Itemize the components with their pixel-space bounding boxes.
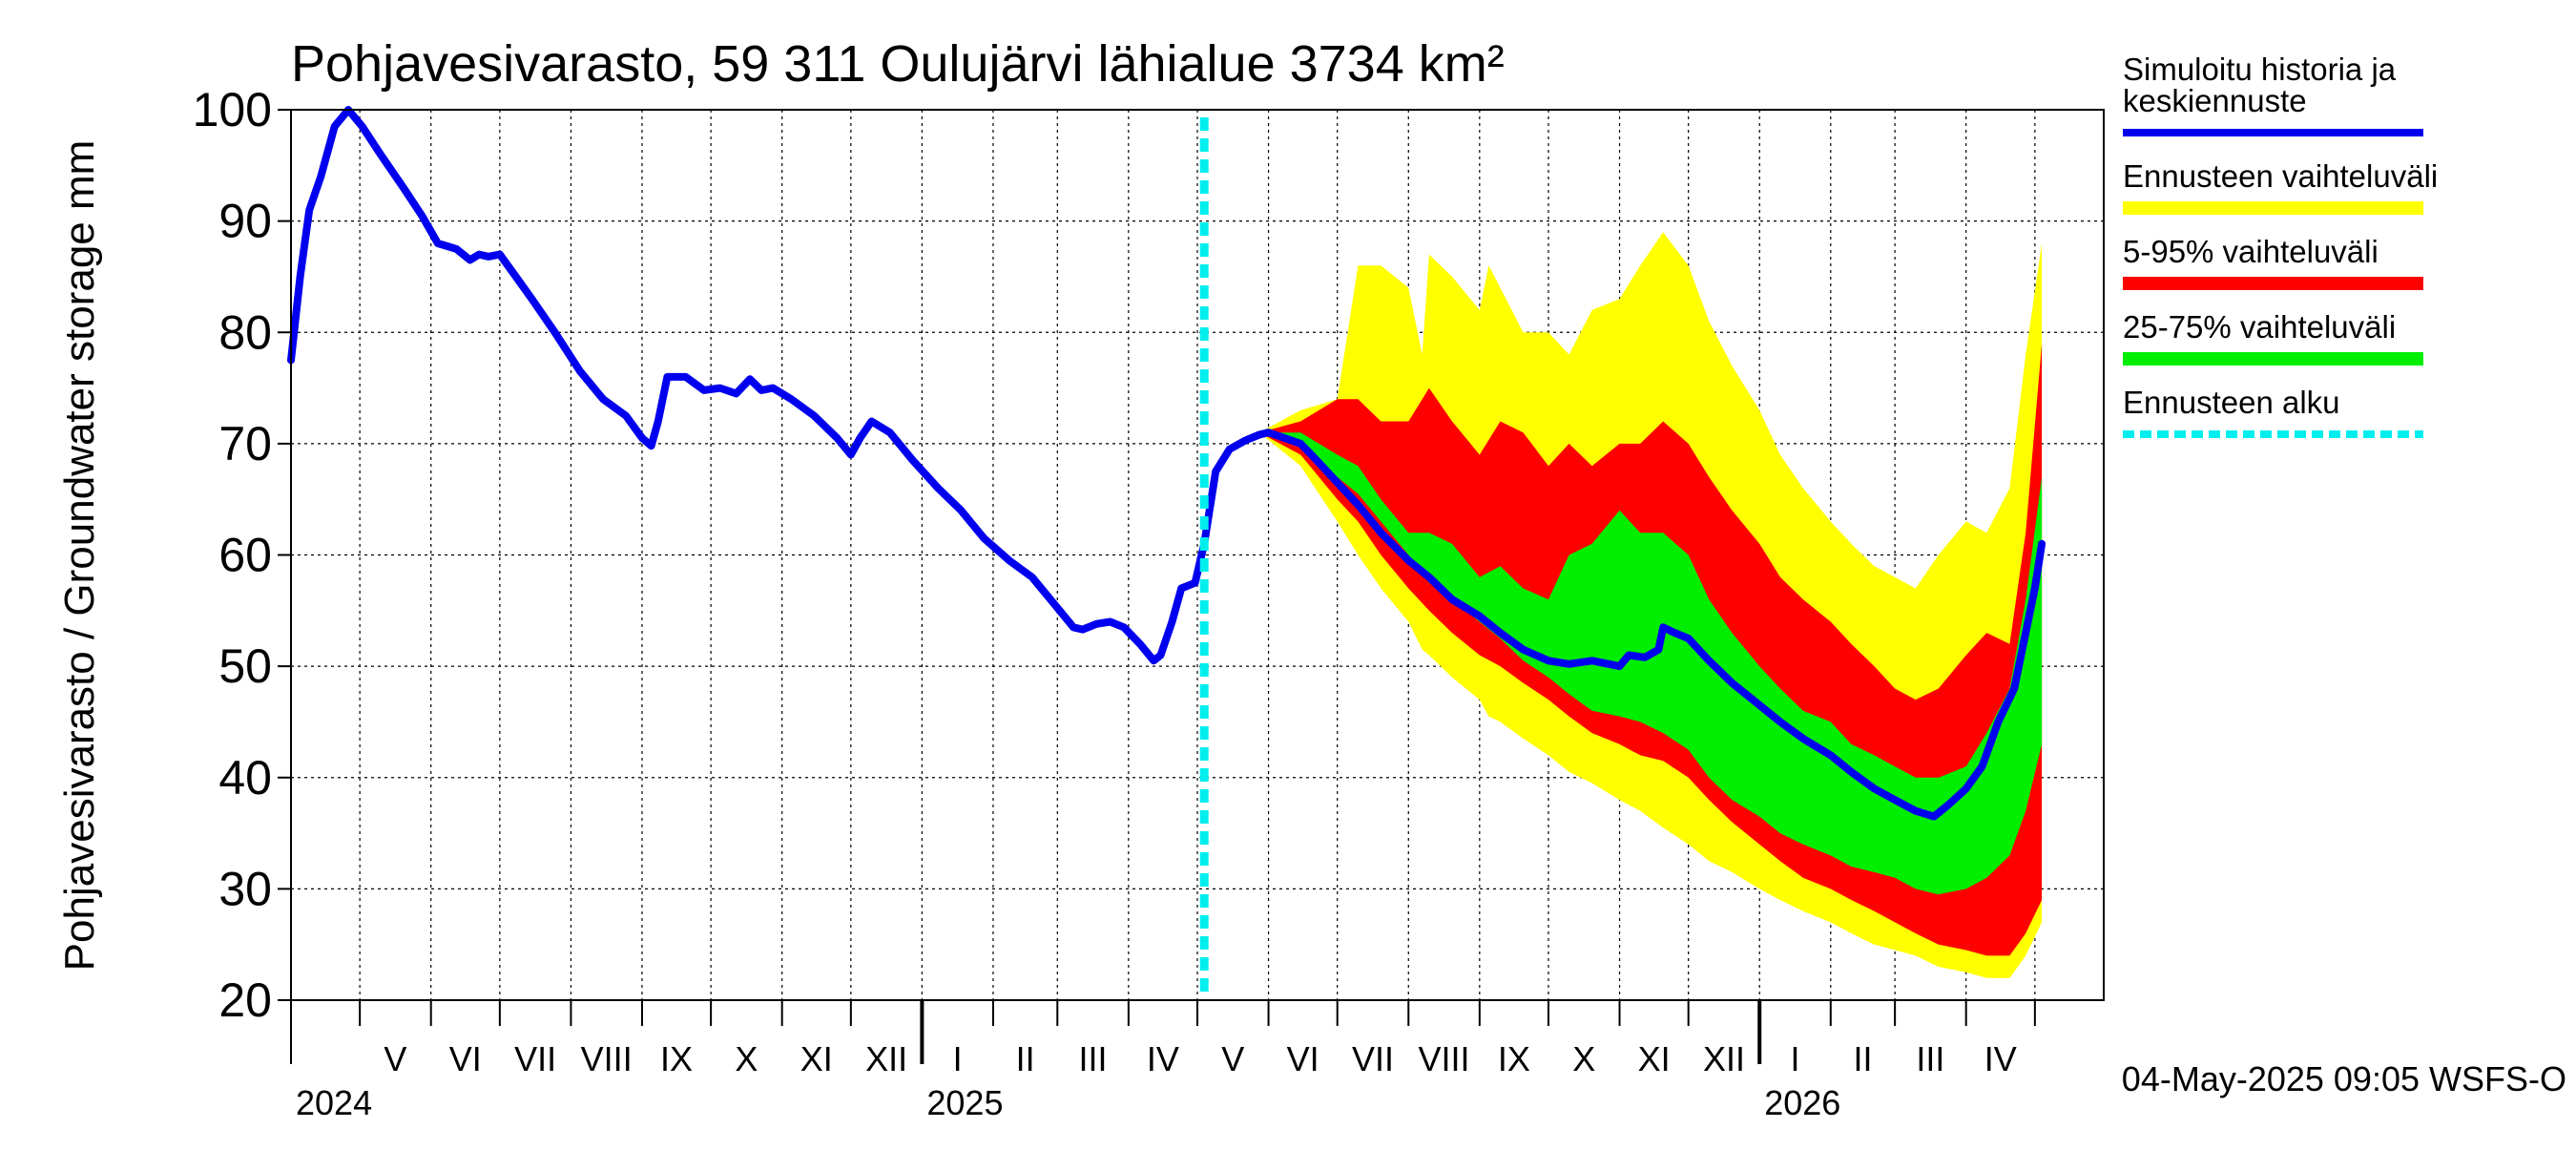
month-label: V bbox=[1221, 1039, 1244, 1078]
forecast-bands bbox=[1258, 232, 2043, 978]
legend-label: 5-95% vaihteluväli bbox=[2123, 234, 2379, 269]
month-label: III bbox=[1916, 1039, 1944, 1078]
y-axis-label: Pohjavesivarasto / Groundwater storage m… bbox=[56, 140, 103, 972]
y-tick-label: 70 bbox=[218, 417, 272, 470]
legend-label: Ennusteen vaihteluväli bbox=[2123, 158, 2438, 194]
month-label: II bbox=[1853, 1039, 1872, 1078]
year-label: 2024 bbox=[296, 1083, 372, 1122]
data-series bbox=[287, 106, 2046, 821]
y-tick-label: 100 bbox=[193, 83, 272, 136]
month-label: I bbox=[953, 1039, 963, 1078]
year-label: 2026 bbox=[1764, 1083, 1840, 1122]
month-label: VI bbox=[1287, 1039, 1319, 1078]
year-label: 2025 bbox=[926, 1083, 1003, 1122]
month-label: I bbox=[1791, 1039, 1800, 1078]
month-label: VIII bbox=[581, 1039, 633, 1078]
legend-label: Ennusteen alku bbox=[2123, 385, 2340, 420]
y-tick-label: 60 bbox=[218, 529, 272, 582]
legend-label: Simuloitu historia ja bbox=[2123, 52, 2397, 87]
month-label: XI bbox=[1638, 1039, 1671, 1078]
month-label: XII bbox=[865, 1039, 907, 1078]
legend-label: keskiennuste bbox=[2123, 83, 2307, 118]
month-label: IX bbox=[660, 1039, 693, 1078]
month-label: X bbox=[1572, 1039, 1595, 1078]
y-tick-label: 80 bbox=[218, 305, 272, 359]
month-label: X bbox=[735, 1039, 758, 1078]
month-label: V bbox=[384, 1039, 406, 1078]
legend-label: 25-75% vaihteluväli bbox=[2123, 309, 2396, 345]
timestamp-footer: 04-May-2025 09:05 WSFS-O bbox=[2122, 1059, 2566, 1098]
month-label: XI bbox=[800, 1039, 833, 1078]
y-tick-label: 40 bbox=[218, 751, 272, 805]
band-25-75-vaihteluv-li bbox=[1258, 432, 2043, 895]
month-label: III bbox=[1079, 1039, 1108, 1078]
month-label: VII bbox=[514, 1039, 556, 1078]
month-label: VII bbox=[1352, 1039, 1394, 1078]
y-tick-label: 90 bbox=[218, 195, 272, 248]
month-label: II bbox=[1016, 1039, 1035, 1078]
month-label: VIII bbox=[1419, 1039, 1470, 1078]
month-label: XII bbox=[1703, 1039, 1745, 1078]
y-tick-label: 30 bbox=[218, 862, 272, 915]
month-label: VI bbox=[449, 1039, 482, 1078]
series-line-mean bbox=[287, 106, 2046, 821]
month-label: IV bbox=[1147, 1039, 1179, 1078]
y-tick-label: 20 bbox=[218, 973, 272, 1027]
month-label: IV bbox=[1984, 1039, 2017, 1078]
y-tick-label: 50 bbox=[218, 639, 272, 693]
chart-title: Pohjavesivarasto, 59 311 Oulujärvi lähia… bbox=[291, 35, 1505, 93]
month-label: IX bbox=[1498, 1039, 1530, 1078]
